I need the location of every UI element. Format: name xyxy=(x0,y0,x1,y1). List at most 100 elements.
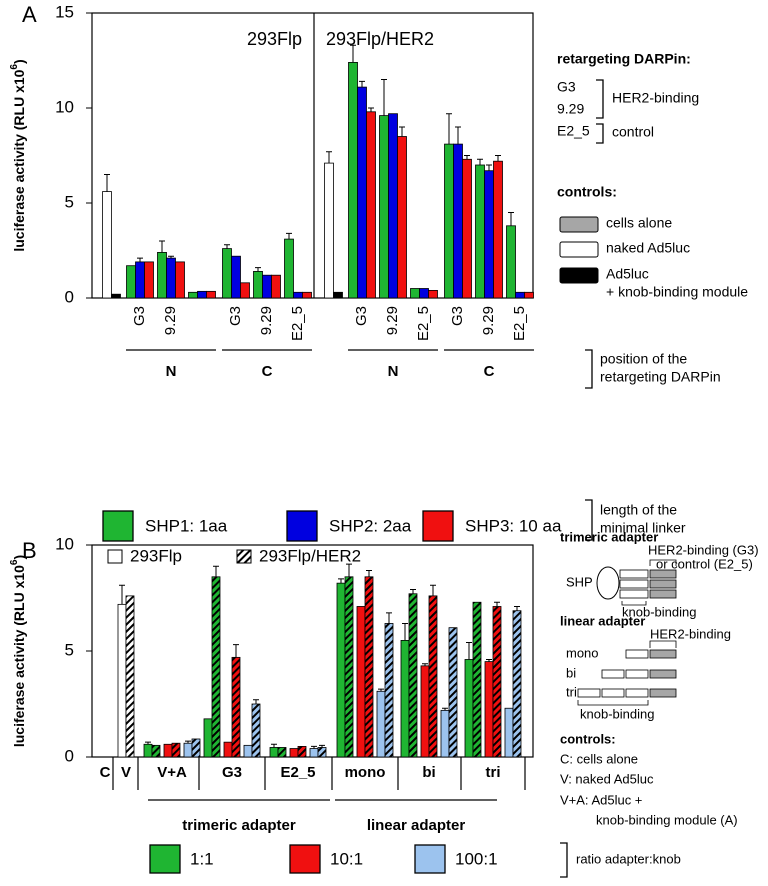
x-tick-label: E2_5 xyxy=(415,306,432,341)
diagram-label: HER2-binding (G3) xyxy=(648,542,759,557)
bar xyxy=(111,293,121,299)
bar xyxy=(289,748,299,758)
bar xyxy=(211,576,221,758)
bar xyxy=(183,742,193,758)
y-axis-label-part: ) xyxy=(11,59,27,64)
bar xyxy=(125,595,135,758)
legend-swatch xyxy=(559,267,599,284)
bar xyxy=(357,86,367,299)
error-bar xyxy=(430,584,436,596)
bar xyxy=(356,606,366,758)
error-bar xyxy=(255,267,261,272)
legend-swatch xyxy=(149,844,181,874)
bar xyxy=(231,656,241,758)
bar xyxy=(504,707,514,758)
bar xyxy=(400,640,410,758)
legend-item: 9.29 xyxy=(557,101,584,117)
legend-item: E2_5 xyxy=(557,123,590,139)
diagram-label: HER2-binding xyxy=(650,626,731,641)
x-tick-label: 9.29 xyxy=(480,306,497,335)
bar xyxy=(333,291,343,299)
bar xyxy=(253,270,263,299)
y-axis-label-part: 6 xyxy=(9,64,20,70)
legend-title: retargeting DARPin: xyxy=(557,51,691,67)
error-bar xyxy=(137,257,143,262)
y-tick-label: 0 xyxy=(65,746,74,765)
bar xyxy=(336,582,346,758)
bar xyxy=(324,162,334,299)
x-tick-label: tri xyxy=(486,764,501,781)
error-bar xyxy=(359,80,365,88)
bar xyxy=(240,282,250,299)
legend-swatch xyxy=(286,510,318,542)
legend-label: cells alone xyxy=(606,215,672,231)
legend-swatch xyxy=(559,241,599,258)
bar xyxy=(493,160,503,299)
diagram-label: knob-binding xyxy=(622,604,696,619)
error-bar xyxy=(368,107,374,112)
legend-label: SHP2: 2aa xyxy=(329,516,412,535)
x-tick-label: G3 xyxy=(227,306,244,326)
y-axis-label-part: luciferase activity (RLU x10 xyxy=(11,69,27,251)
error-bar xyxy=(494,601,500,607)
error-bar xyxy=(477,158,483,165)
error-bar xyxy=(366,569,372,577)
bar xyxy=(277,747,287,758)
x-tick-label: mono xyxy=(345,764,386,781)
error-bar xyxy=(410,589,416,594)
legend-item: C: cells alone xyxy=(560,751,638,766)
legend-item: V+A: Ad5luc + xyxy=(560,792,642,807)
bar xyxy=(231,255,241,299)
bar xyxy=(484,661,494,758)
error-bar xyxy=(508,212,514,226)
error-bar xyxy=(386,612,392,624)
y-tick-label: 5 xyxy=(65,640,74,659)
group-label: N xyxy=(166,363,177,380)
x-tick-label: 9.29 xyxy=(258,306,275,335)
legend-label: Ad5luc xyxy=(606,266,649,282)
error-bar xyxy=(378,688,384,692)
bar xyxy=(364,576,374,758)
group-label: trimeric adapter xyxy=(182,817,296,834)
legend-label: SHP1: 1aa xyxy=(145,516,228,535)
panel-label: A xyxy=(22,2,37,27)
error-bar xyxy=(466,642,472,660)
bar xyxy=(524,291,534,299)
bar xyxy=(484,170,494,299)
error-bar xyxy=(381,79,387,116)
bar xyxy=(126,265,136,299)
x-tick-label: 9.29 xyxy=(384,306,401,335)
error-bar xyxy=(422,663,428,666)
bar xyxy=(440,709,450,758)
group-label: linear adapter xyxy=(367,817,466,834)
error-bar xyxy=(514,605,520,611)
bar xyxy=(462,158,472,299)
y-axis-label-part: 6 xyxy=(9,559,20,565)
error-bar xyxy=(168,255,174,259)
bracket xyxy=(596,79,604,119)
error-bar xyxy=(402,622,408,641)
bar xyxy=(379,115,389,299)
bar xyxy=(157,251,167,299)
error-bar xyxy=(185,740,191,744)
x-tick-label: E2_5 xyxy=(289,306,306,341)
bar xyxy=(317,747,327,758)
error-bar xyxy=(319,744,325,748)
error-bar xyxy=(253,699,259,704)
bar xyxy=(166,257,176,299)
bar xyxy=(171,742,181,758)
error-bar xyxy=(233,644,239,658)
error-bar xyxy=(286,232,292,240)
diagram-label: or control (E2_5) xyxy=(656,556,753,571)
legend-swatch xyxy=(289,844,321,874)
x-tick-label: 9.29 xyxy=(162,306,179,335)
legend-swatch xyxy=(107,549,123,564)
bar xyxy=(512,610,522,758)
error-bar xyxy=(346,563,352,577)
bar xyxy=(251,703,261,758)
bar xyxy=(163,743,173,758)
legend-swatch xyxy=(102,510,134,542)
y-tick-label: 0 xyxy=(65,287,74,306)
bracket xyxy=(585,499,593,541)
